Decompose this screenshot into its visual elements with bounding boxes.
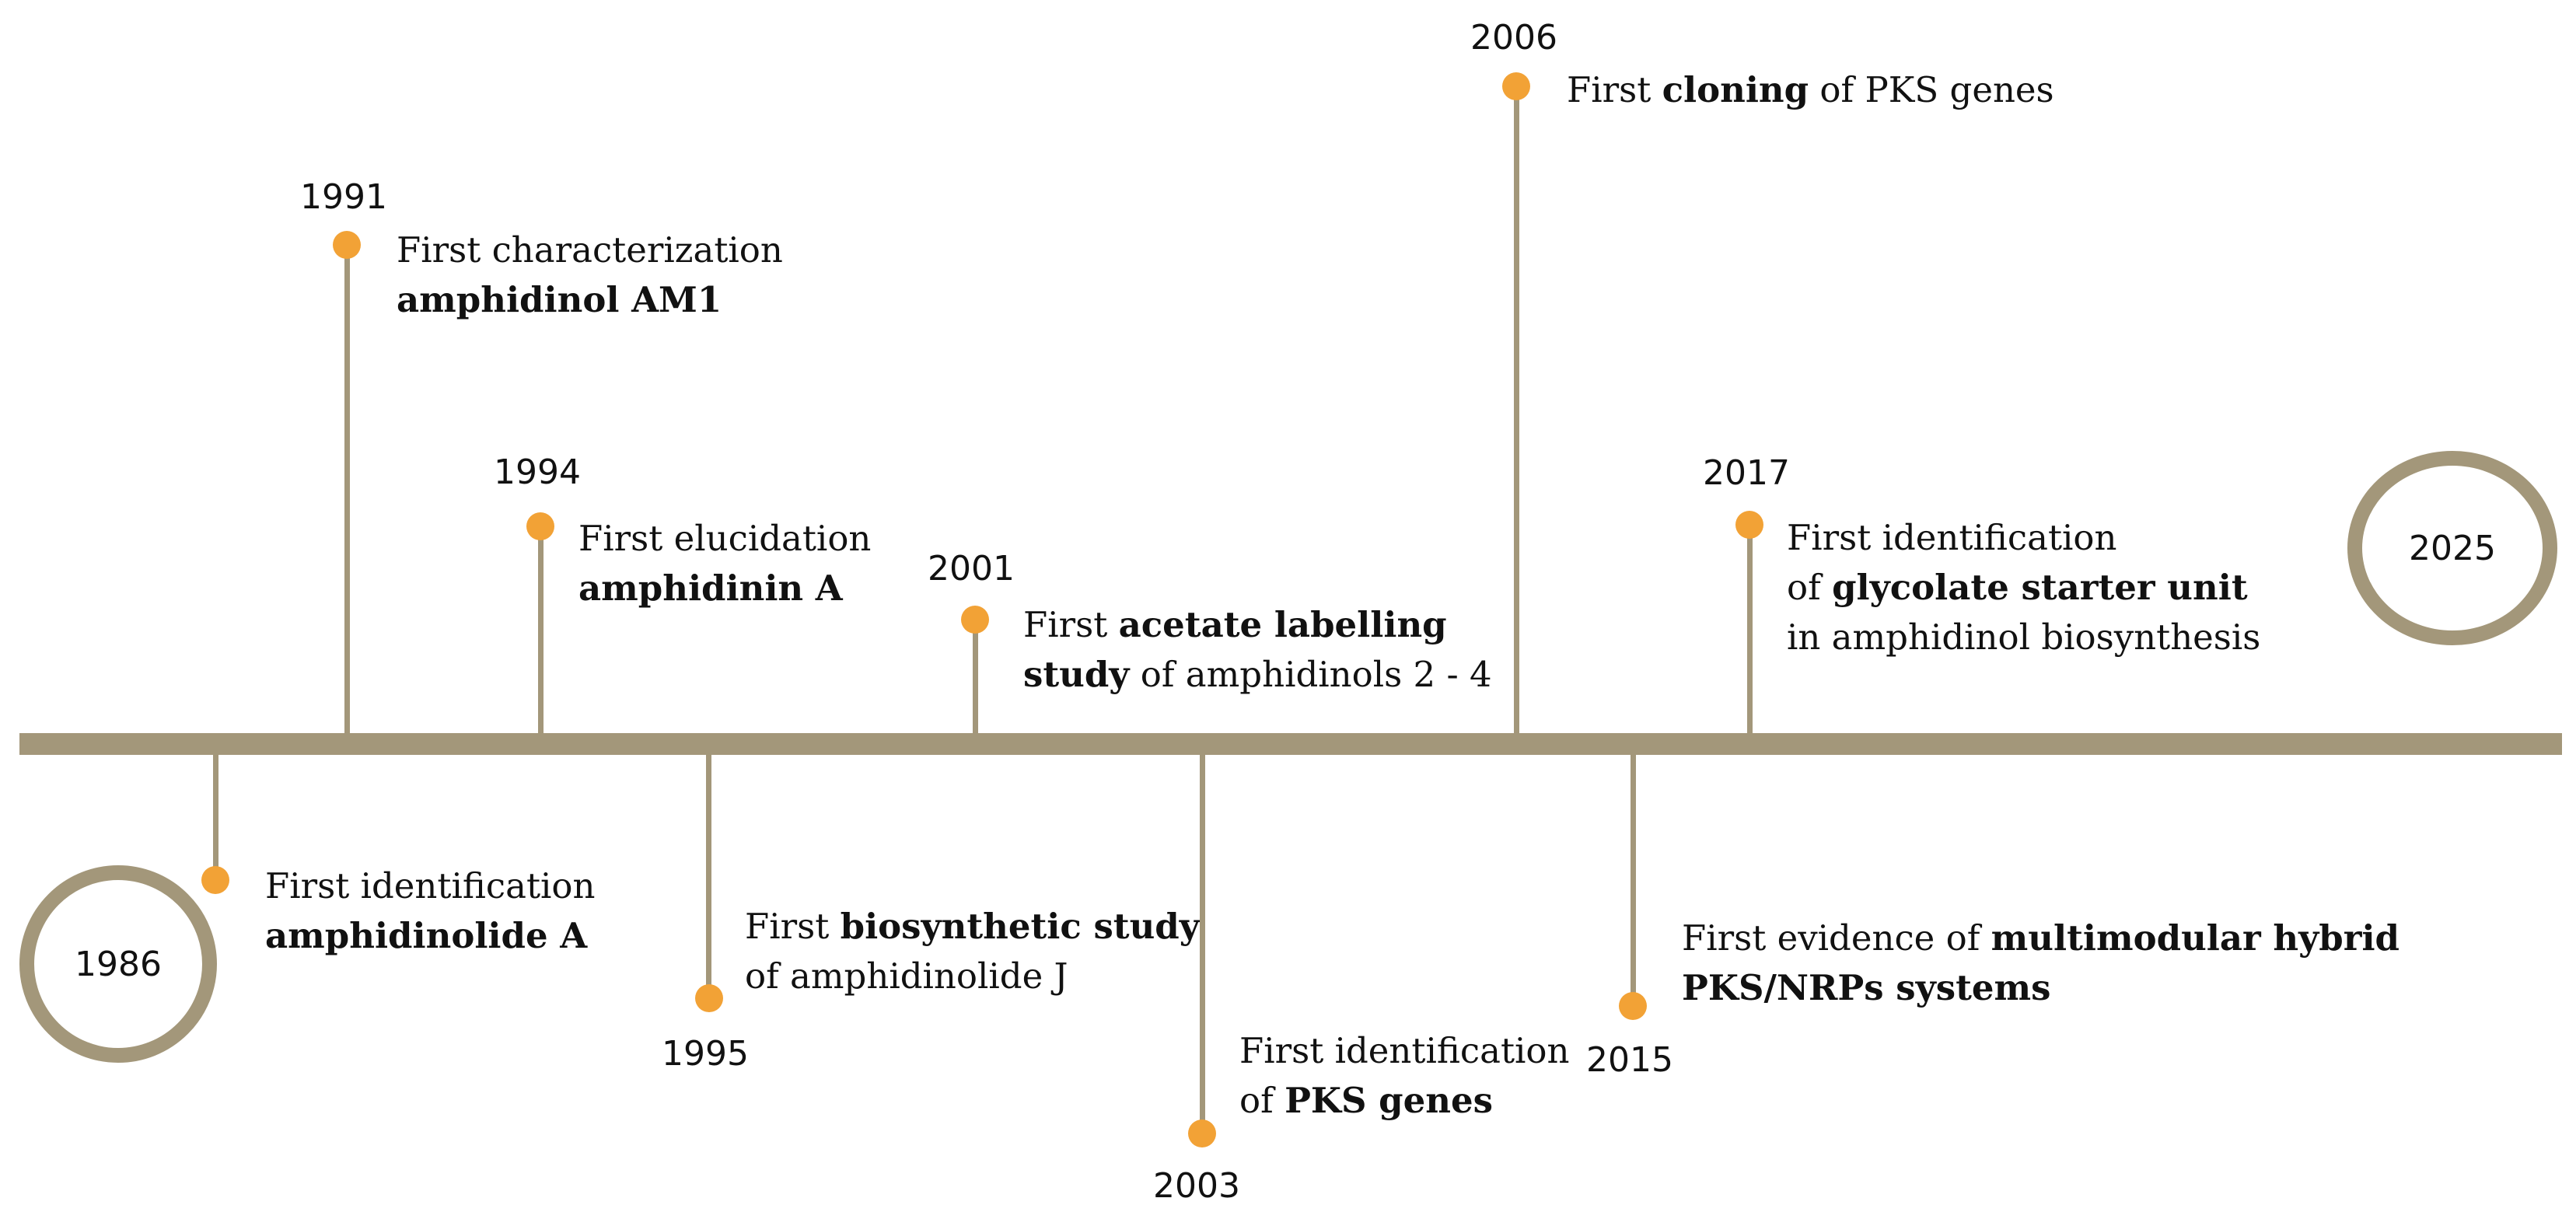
year-label-2017: 2017: [1703, 453, 1790, 493]
year-label-1994: 1994: [494, 452, 581, 492]
event-text-bold: glycolate starter unit: [1832, 567, 2248, 608]
year-label-1995: 1995: [662, 1034, 749, 1074]
event-line: First identification: [1787, 513, 2260, 563]
event-text-bold: amphidinolide A: [265, 915, 588, 956]
event-text-bold: cloning: [1662, 69, 1809, 110]
end-year-label: 2025: [2409, 528, 2496, 568]
event-line: amphidinin A: [578, 564, 871, 613]
event-text-bold: multimodular hybrid: [1991, 917, 2400, 959]
event-text-plain: First identification: [1787, 517, 2117, 558]
event-text-2015: First evidence of multimodular hybrid PKS…: [1682, 913, 2399, 1013]
year-label-2003: 2003: [1153, 1166, 1240, 1206]
event-text-1994: First elucidation amphidinin A: [578, 514, 871, 613]
event-marker-2001: [961, 606, 989, 634]
event-line: PKS/NRPs systems: [1682, 963, 2399, 1013]
event-line: study of amphidinols 2 - 4: [1023, 650, 1492, 700]
event-text-bold: biosynthetic study: [840, 906, 1200, 947]
event-line: First characterization: [397, 225, 783, 275]
event-marker-2017: [1735, 511, 1763, 539]
stem-1991: [344, 246, 350, 734]
event-line: First identification: [265, 861, 596, 911]
event-marker-1986: [201, 866, 229, 894]
event-text-2001: First acetate labelling study of amphidin…: [1023, 600, 1492, 700]
stem-1994: [538, 528, 544, 734]
event-text-plain: First characterization: [397, 229, 783, 271]
event-text-bold: PKS genes: [1285, 1080, 1493, 1121]
event-line: in amphidinol biosynthesis: [1787, 613, 2260, 662]
event-text-plain: First evidence of: [1682, 917, 1991, 959]
event-text-plain: First: [745, 906, 841, 947]
year-label-2001: 2001: [928, 549, 1015, 589]
event-marker-1994: [526, 512, 554, 540]
event-marker-1991: [333, 231, 361, 259]
year-label-2006: 2006: [1470, 18, 1557, 58]
event-text-bold: study: [1023, 654, 1130, 695]
event-text-plain: of PKS genes: [1809, 69, 2054, 110]
event-text-plain: of amphidinols 2 - 4: [1129, 654, 1492, 695]
stem-1995: [706, 755, 711, 997]
year-label-1991: 1991: [300, 177, 387, 217]
event-text-1986: First identification amphidinolide A: [265, 861, 596, 961]
event-text-1995: First biosynthetic study of amphidinolide…: [745, 902, 1200, 1001]
event-text-plain: of: [1787, 567, 1833, 608]
stem-2006: [1514, 87, 1519, 734]
event-text-1991: First characterization amphidinol AM1: [397, 225, 783, 325]
stem-2003: [1200, 755, 1205, 1134]
event-line: First elucidation: [578, 514, 871, 564]
event-text-2006: First cloning of PKS genes: [1567, 65, 2054, 115]
event-text-bold: amphidinin A: [578, 568, 843, 609]
event-text-bold: amphidinol AM1: [397, 279, 722, 320]
event-line: of amphidinolide J: [745, 952, 1200, 1001]
event-line: of PKS genes: [1239, 1076, 1570, 1126]
event-line: amphidinolide A: [265, 911, 596, 961]
event-marker-2015: [1619, 992, 1647, 1020]
event-line: First identification: [1239, 1026, 1570, 1076]
event-text-2017: First identification of glycolate starter…: [1787, 513, 2260, 662]
event-text-bold: acetate labelling: [1118, 604, 1447, 645]
event-marker-1995: [695, 984, 723, 1012]
end-year-circle: 2025: [2347, 451, 2557, 645]
event-text-plain: of amphidinolide J: [745, 955, 1068, 997]
event-text-bold: PKS/NRPs systems: [1682, 967, 2051, 1008]
event-text-plain: of: [1239, 1080, 1285, 1121]
event-text-plain: First identification: [1239, 1030, 1570, 1071]
year-label-2015: 2015: [1586, 1040, 1673, 1080]
event-line: First biosynthetic study: [745, 902, 1200, 952]
stem-1986: [213, 755, 218, 879]
event-text-plain: First elucidation: [578, 518, 872, 559]
event-line: amphidinol AM1: [397, 275, 783, 325]
event-text-plain: First: [1023, 604, 1119, 645]
stem-2017: [1747, 528, 1753, 734]
event-text-plain: in amphidinol biosynthesis: [1787, 616, 2261, 658]
event-marker-2003: [1188, 1119, 1216, 1147]
event-text-plain: First identification: [265, 865, 596, 906]
event-text-plain: First: [1567, 69, 1662, 110]
stem-2015: [1631, 755, 1636, 1006]
stem-2001: [973, 620, 978, 734]
start-year-label: 1986: [75, 944, 162, 984]
timeline-axis: [19, 733, 2562, 755]
event-text-2003: First identification of PKS genes: [1239, 1026, 1570, 1126]
event-line: First cloning of PKS genes: [1567, 65, 2054, 115]
start-year-circle: 1986: [19, 865, 217, 1063]
event-marker-2006: [1502, 72, 1530, 100]
event-line: First evidence of multimodular hybrid: [1682, 913, 2399, 963]
event-line: of glycolate starter unit: [1787, 563, 2260, 613]
event-line: First acetate labelling: [1023, 600, 1492, 650]
